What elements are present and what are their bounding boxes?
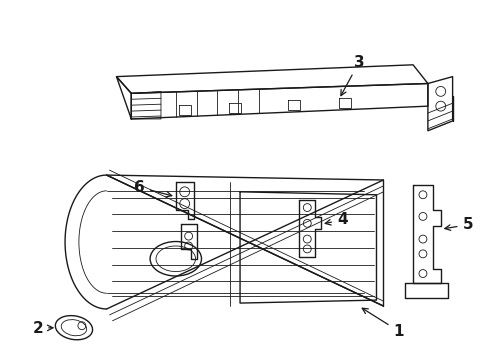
- Text: 2: 2: [32, 321, 53, 336]
- Text: 1: 1: [362, 308, 403, 338]
- Text: 6: 6: [134, 180, 171, 197]
- Text: 5: 5: [444, 217, 472, 232]
- Text: 3: 3: [340, 55, 364, 96]
- Text: 4: 4: [325, 212, 347, 227]
